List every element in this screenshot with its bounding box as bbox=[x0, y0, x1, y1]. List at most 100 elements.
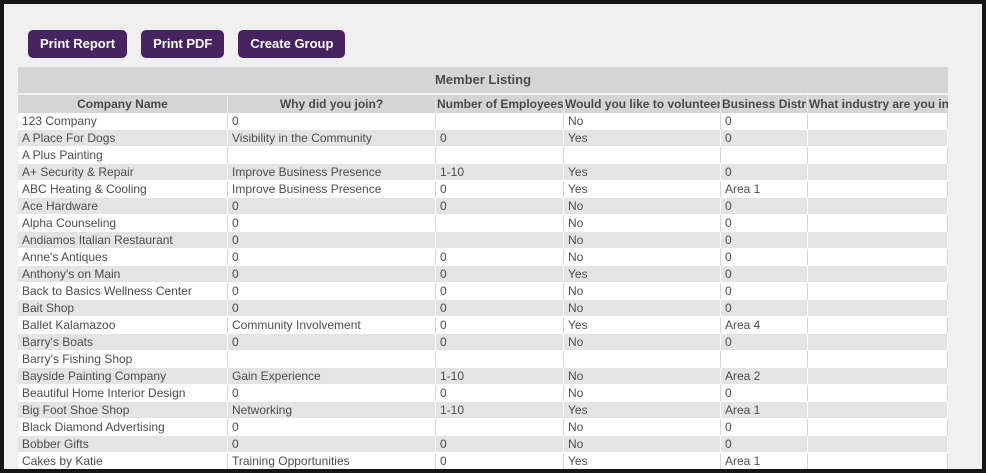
table-cell: Ace Hardware bbox=[18, 198, 228, 215]
table-cell bbox=[564, 147, 721, 164]
table-row: Bayside Painting Company Gain Experience 1… bbox=[18, 368, 948, 385]
table-cell bbox=[808, 385, 948, 402]
table-cell: Improve Business Presence bbox=[228, 181, 436, 198]
table-cell: No bbox=[564, 368, 721, 385]
table-row: Big Foot Shoe Shop Networking 1-10 Yes Area … bbox=[18, 402, 948, 419]
table-cell: No bbox=[564, 300, 721, 317]
table-cell: Area 2 bbox=[721, 368, 808, 385]
table-cell bbox=[721, 351, 808, 368]
table-cell: Training Opportunities bbox=[228, 453, 436, 469]
table-cell: 0 bbox=[721, 300, 808, 317]
table-cell: 1-10 bbox=[436, 164, 564, 181]
table-cell: Yes bbox=[564, 266, 721, 283]
table-cell: No bbox=[564, 249, 721, 266]
table-cell: 0 bbox=[228, 113, 436, 130]
table-row: A Place For Dogs Visibility in the Commun… bbox=[18, 130, 948, 147]
table-cell: 0 bbox=[436, 453, 564, 469]
table-cell bbox=[808, 283, 948, 300]
table-row: Black Diamond Advertising 0 No 0 bbox=[18, 419, 948, 436]
table-row: Barry's Boats 0 0 No 0 bbox=[18, 334, 948, 351]
table-cell: Anne's Antiques bbox=[18, 249, 228, 266]
table-cell: Bait Shop bbox=[18, 300, 228, 317]
column-header: Company Name bbox=[18, 95, 228, 113]
table-cell bbox=[436, 113, 564, 130]
table-cell bbox=[808, 164, 948, 181]
table-cell: No bbox=[564, 283, 721, 300]
table-cell bbox=[808, 368, 948, 385]
table-row: Alpha Counseling 0 No 0 bbox=[18, 215, 948, 232]
table-cell bbox=[808, 181, 948, 198]
table-row: Beautiful Home Interior Design 0 0 No 0 bbox=[18, 385, 948, 402]
table-body: 123 Company 0 No 0 A Place For Dogs Visibilit… bbox=[18, 113, 948, 469]
table-cell: No bbox=[564, 385, 721, 402]
table-cell: 0 bbox=[228, 266, 436, 283]
table-row: Cakes by Katie Training Opportunities 0 Yes… bbox=[18, 453, 948, 469]
table-cell: 0 bbox=[436, 385, 564, 402]
table-cell: 0 bbox=[436, 266, 564, 283]
table-cell: 0 bbox=[721, 419, 808, 436]
table-row: A+ Security & Repair Improve Business Pre… bbox=[18, 164, 948, 181]
table-cell: Gain Experience bbox=[228, 368, 436, 385]
table-title: Member Listing bbox=[18, 67, 948, 93]
table-cell: 0 bbox=[228, 283, 436, 300]
table-cell: 0 bbox=[436, 317, 564, 334]
toolbar: Print Report Print PDF Create Group bbox=[28, 30, 982, 58]
table-cell: 0 bbox=[228, 232, 436, 249]
table-cell: Community Involvement bbox=[228, 317, 436, 334]
table-cell: No bbox=[564, 198, 721, 215]
member-listing-table: Company Name Why did you join? Number of E… bbox=[18, 95, 948, 469]
table-cell: Improve Business Presence bbox=[228, 164, 436, 181]
table-cell: 0 bbox=[436, 130, 564, 147]
table-cell: ABC Heating & Cooling bbox=[18, 181, 228, 198]
table-cell: 0 bbox=[721, 266, 808, 283]
table-cell bbox=[808, 300, 948, 317]
table-cell bbox=[808, 334, 948, 351]
table-cell: 0 bbox=[228, 249, 436, 266]
table-cell: No bbox=[564, 334, 721, 351]
table-row: Barry's Fishing Shop bbox=[18, 351, 948, 368]
table-row: A Plus Painting bbox=[18, 147, 948, 164]
table-cell: 0 bbox=[721, 334, 808, 351]
table-cell: A+ Security & Repair bbox=[18, 164, 228, 181]
table-cell: Yes bbox=[564, 402, 721, 419]
table-cell: No bbox=[564, 419, 721, 436]
table-cell: Back to Basics Wellness Center bbox=[18, 283, 228, 300]
column-header: Number of Employees bbox=[436, 95, 564, 113]
table-row: ABC Heating & Cooling Improve Business Pr… bbox=[18, 181, 948, 198]
table-cell: 0 bbox=[721, 215, 808, 232]
table-row: Bobber Gifts 0 0 No 0 bbox=[18, 436, 948, 453]
column-header: Business District bbox=[721, 95, 808, 113]
create-group-button[interactable]: Create Group bbox=[238, 30, 346, 58]
table-cell: 1-10 bbox=[436, 402, 564, 419]
print-report-button[interactable]: Print Report bbox=[28, 30, 128, 58]
table-row: Andiamos Italian Restaurant 0 No 0 bbox=[18, 232, 948, 249]
table-cell: No bbox=[564, 436, 721, 453]
table-cell: Yes bbox=[564, 181, 721, 198]
table-cell: 0 bbox=[721, 436, 808, 453]
table-cell: Area 1 bbox=[721, 181, 808, 198]
table-row: Bait Shop 0 0 No 0 bbox=[18, 300, 948, 317]
table-row: Anne's Antiques 0 0 No 0 bbox=[18, 249, 948, 266]
table-cell: A Plus Painting bbox=[18, 147, 228, 164]
table-cell: 0 bbox=[721, 232, 808, 249]
print-pdf-button[interactable]: Print PDF bbox=[141, 30, 225, 58]
table-cell: 0 bbox=[228, 198, 436, 215]
table-cell: No bbox=[564, 215, 721, 232]
table-cell: Anthony's on Main bbox=[18, 266, 228, 283]
table-cell: 123 Company bbox=[18, 113, 228, 130]
table-row: Ballet Kalamazoo Community Involvement 0 Ye… bbox=[18, 317, 948, 334]
table-cell bbox=[808, 436, 948, 453]
table-cell: 0 bbox=[436, 334, 564, 351]
table-cell: Andiamos Italian Restaurant bbox=[18, 232, 228, 249]
table-cell: 0 bbox=[228, 436, 436, 453]
table-row: Anthony's on Main 0 0 Yes 0 bbox=[18, 266, 948, 283]
table-row: 123 Company 0 No 0 bbox=[18, 113, 948, 130]
table-row: Ace Hardware 0 0 No 0 bbox=[18, 198, 948, 215]
table-cell: 0 bbox=[228, 385, 436, 402]
table-cell bbox=[808, 215, 948, 232]
table-cell: 0 bbox=[436, 181, 564, 198]
table-cell bbox=[808, 453, 948, 469]
table-cell bbox=[808, 130, 948, 147]
table-cell: Barry's Boats bbox=[18, 334, 228, 351]
table-cell bbox=[808, 317, 948, 334]
